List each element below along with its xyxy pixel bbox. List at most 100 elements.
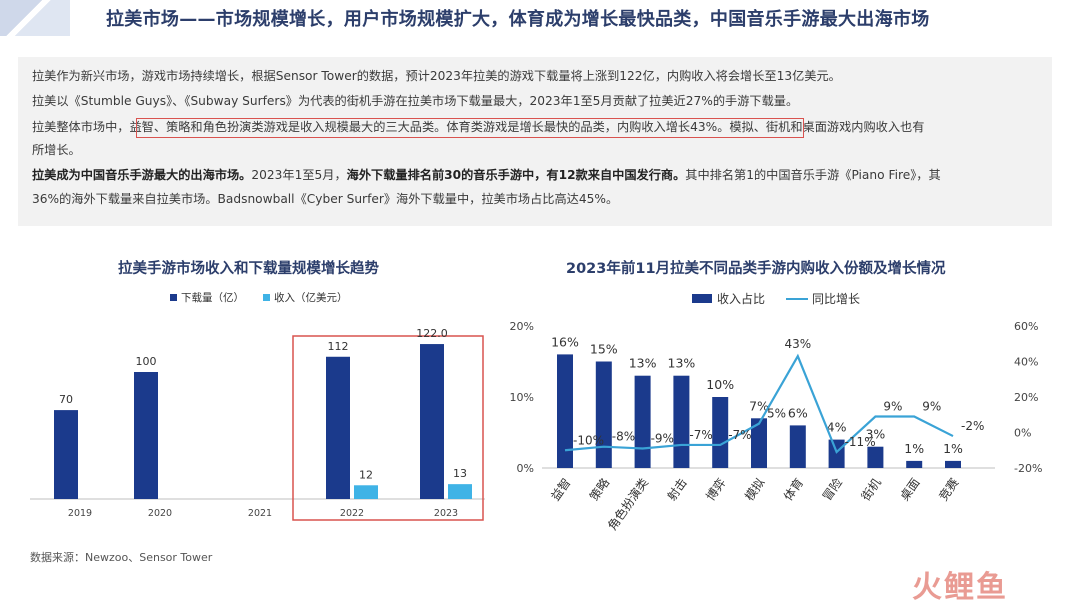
chart2-title: 2023年前11月拉美不同品类手游内购收入份额及增长情况 [566, 261, 946, 277]
legend-swatch-share [692, 294, 712, 303]
y-left-tick-label: 10% [510, 391, 534, 404]
summary-box: 拉美作为新兴市场，游戏市场持续增长，根据Sensor Tower的数据，预计20… [18, 57, 1052, 226]
y-right-tick-label: -20% [1014, 462, 1042, 475]
summary-text: 2023年1至5月， [251, 168, 347, 182]
summary-bold-text: 海外下载量排名前30的音乐手游中，有12款来自中国发行商。 [346, 168, 686, 182]
bar-revenue [354, 485, 378, 499]
legend-swatch-downloads [170, 294, 177, 301]
x-tick-label: 2019 [68, 508, 92, 519]
line-growth [564, 353, 954, 454]
summary-paragraph-2: 拉美以《Stumble Guys》、《Subway Surfers》为代表的街机… [32, 94, 799, 108]
x-tick-label: 射击 [664, 475, 690, 503]
bar-share [828, 439, 845, 468]
y-right-tick-label: 60% [1014, 320, 1038, 333]
bar-downloads [420, 344, 444, 499]
data-label-growth: -11% [845, 435, 876, 449]
highlight-box [292, 335, 484, 521]
y-left-tick-label: 20% [510, 320, 534, 333]
data-label-share: 15% [590, 342, 618, 357]
data-label-growth: 9% [883, 400, 902, 414]
summary-text: 模拟、街机和桌面游戏内购收入也有 [729, 120, 925, 134]
data-label-revenue: 13 [453, 467, 467, 480]
data-label-share: 1% [943, 441, 963, 456]
summary-paragraph-1: 拉美作为新兴市场，游戏市场持续增长，根据Sensor Tower的数据，预计20… [32, 69, 841, 83]
bar-downloads [134, 372, 158, 499]
bar-share [634, 375, 651, 468]
x-tick-label: 2020 [148, 508, 172, 519]
x-tick-label: 2023 [434, 508, 458, 519]
x-tick-label: 体育 [780, 475, 806, 503]
data-label-share: 13% [668, 356, 696, 371]
data-label-growth: 5% [767, 407, 786, 421]
bar-share [595, 361, 612, 468]
data-label-share: 16% [551, 334, 579, 349]
x-tick-label: 策略 [586, 475, 612, 503]
summary-highlight-text: 益智、策略和角色扮演类游戏是收入规模最大的三大品类。体育类游戏是增长最快的品类，… [129, 120, 730, 134]
x-tick-label: 桌面 [897, 476, 922, 504]
data-label-growth: -9% [651, 431, 674, 445]
data-label-share: 6% [788, 405, 808, 420]
data-label-downloads: 100 [136, 355, 157, 368]
legend-label-revenue: 收入（亿美元） [274, 291, 348, 304]
data-label-share: 10% [706, 377, 734, 392]
x-tick-label: 竞赛 [935, 475, 961, 503]
bar-share [789, 425, 806, 468]
data-label-downloads: 122.0 [416, 327, 448, 340]
x-tick-label: 益智 [547, 475, 573, 503]
brand-logo: 火鲤鱼 [912, 570, 1008, 605]
x-tick-label: 街机 [859, 476, 884, 504]
chart2-svg: 收入占比 同比增长 0% 10% 20% -20% 0% 20% 40% 60% 16% 15% 13%… [510, 291, 1043, 533]
x-tick-label: 2021 [248, 508, 272, 519]
legend-label-downloads: 下载量（亿） [181, 291, 244, 304]
x-tick-label: 2022 [340, 508, 364, 519]
summary-paragraph-4: 拉美成为中国音乐手游最大的出海市场。2023年1至5月，海外下载量排名前30的音… [32, 166, 941, 184]
data-label-growth: 9% [922, 400, 941, 414]
legend-swatch-revenue [263, 294, 270, 301]
bar-downloads [54, 410, 78, 499]
bar-share [712, 397, 729, 468]
data-label-growth: -2% [961, 419, 984, 433]
data-label-growth: -7% [689, 428, 712, 442]
data-label-growth: -8% [612, 430, 635, 444]
summary-bold-text: 拉美成为中国音乐手游最大的出海市场。 [32, 168, 252, 182]
summary-paragraph-5: 36%的海外下载量来自拉美市场。Badsnowball《Cyber Surfer… [32, 192, 619, 206]
data-label-revenue: 12 [359, 468, 373, 481]
legend-label-growth: 同比增长 [812, 292, 860, 306]
x-tick-label: 博弈 [703, 475, 729, 503]
summary-paragraph-3: 拉美整体市场中，益智、策略和角色扮演类游戏是收入规模最大的三大品类。体育类游戏是… [32, 118, 924, 136]
legend-label-share: 收入占比 [717, 291, 765, 306]
data-label-growth: -7% [728, 428, 751, 442]
bar-downloads [326, 356, 350, 499]
y-right-tick-label: 0% [1014, 427, 1031, 440]
summary-paragraph-3-cont: 所增长。 [32, 143, 81, 157]
page-header: 拉美市场——市场规模增长，用户市场规模扩大，体育成为增长最快品类，中国音乐手游最… [0, 0, 1080, 36]
page-title: 拉美市场——市场规模增长，用户市场规模扩大，体育成为增长最快品类，中国音乐手游最… [106, 9, 930, 30]
bar-share [673, 375, 690, 468]
data-label-growth: 43% [784, 337, 811, 351]
bar-revenue [448, 484, 472, 499]
data-label-share: 1% [904, 441, 924, 456]
data-label-downloads: 70 [59, 393, 73, 406]
data-source: 数据来源：Newzoo、Sensor Tower [30, 551, 213, 564]
x-tick-label: 模拟 [742, 476, 767, 504]
header-decoration [0, 0, 70, 36]
chart1-title: 拉美手游市场收入和下载量规模增长趋势 [118, 261, 379, 277]
summary-text: 其中排名第1的中国音乐手游《Piano Fire》，其 [685, 168, 941, 182]
summary-text: 拉美整体市场中， [32, 120, 130, 134]
data-label-share: 7% [749, 398, 769, 413]
data-label-share: 4% [827, 420, 847, 435]
data-label-share: 3% [865, 427, 885, 442]
data-label-share: 13% [629, 356, 657, 371]
bar-share [557, 354, 573, 468]
data-label-growth: -10% [573, 433, 604, 447]
y-left-tick-label: 0% [517, 462, 534, 475]
highlight-box [136, 118, 804, 138]
bar-share [867, 446, 884, 468]
data-label-downloads: 112 [328, 340, 349, 353]
bar-share [906, 460, 923, 468]
y-right-tick-label: 20% [1014, 391, 1038, 404]
bar-share [751, 418, 767, 468]
x-tick-label: 冒险 [819, 475, 845, 503]
y-right-tick-label: 40% [1014, 356, 1038, 369]
